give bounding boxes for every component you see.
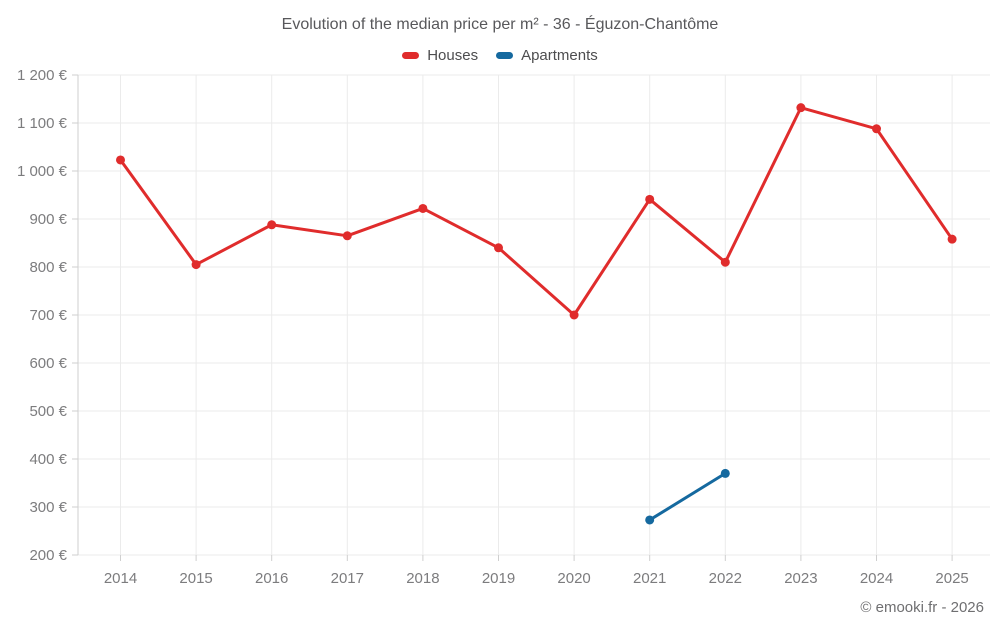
copyright-watermark: © emooki.fr - 2026 [860,599,984,616]
x-tick-label: 2025 [935,570,968,587]
x-tick-label: 2016 [255,570,288,587]
data-point-houses-2024[interactable] [872,124,881,134]
y-axis-labels: 200 € 300 € 400 € 500 € 600 € 700 € 800 € 900 €… [17,67,68,564]
data-point-houses-2015[interactable] [191,260,201,270]
y-tick-label: 800 € [29,259,67,276]
legend-label-houses: Houses [427,47,479,64]
chart-title: Evolution of the median price per m² - 3… [281,16,719,33]
y-tick-label: 1 200 € [17,67,68,84]
data-point-houses-2018[interactable] [418,203,428,213]
y-tick-label: 600 € [29,355,67,372]
data-point-houses-2022[interactable] [720,257,730,267]
x-tick-label: 2021 [633,570,666,587]
x-tick-label: 2019 [482,570,515,587]
data-point-houses-2017[interactable] [342,231,352,241]
y-tick-label: 700 € [29,307,67,324]
x-tick-label: 2020 [557,570,590,587]
x-tick-label: 2014 [104,570,137,587]
data-point-houses-2014[interactable] [116,155,125,165]
x-axis-labels: 2014 2015 2016 2017 2018 2019 2020 2021 2022 2023… [104,570,969,587]
x-tick-label: 2017 [331,570,364,587]
data-point-houses-2021[interactable] [645,194,655,204]
y-tick-label: 1 100 € [17,115,68,132]
data-point-houses-2016[interactable] [267,220,277,230]
x-tick-label: 2022 [709,570,742,587]
gridlines [78,74,990,556]
legend-item-houses[interactable]: Houses [402,47,478,64]
data-point-apartments-2022[interactable] [720,468,730,478]
data-point-houses-2019[interactable] [494,243,503,253]
y-tick-label: 1 000 € [17,163,68,180]
houses-legend-swatch-icon [402,52,420,59]
apartments-legend-swatch-icon [496,52,514,59]
axes [72,74,953,561]
series-houses [116,103,957,320]
data-point-apartments-2021[interactable] [645,515,655,525]
x-tick-label: 2018 [406,570,439,587]
x-tick-label: 2024 [860,570,893,587]
series-line-apartments [648,471,727,522]
series-line-houses [119,106,954,317]
legend-item-apartments[interactable]: Apartments [496,47,598,64]
y-tick-label: 400 € [29,451,67,468]
chart-legend: Houses Apartments [0,47,1000,64]
series-apartments [645,468,730,525]
x-tick-label: 2015 [179,570,212,587]
legend-label-apartments: Apartments [521,47,598,64]
y-tick-label: 300 € [29,499,67,516]
y-tick-label: 200 € [29,547,67,564]
y-tick-label: 900 € [29,211,67,228]
data-point-houses-2020[interactable] [569,310,579,320]
data-point-houses-2025[interactable] [947,234,957,244]
data-point-houses-2023[interactable] [796,103,806,113]
x-tick-label: 2023 [784,570,817,587]
y-tick-label: 500 € [29,403,67,420]
